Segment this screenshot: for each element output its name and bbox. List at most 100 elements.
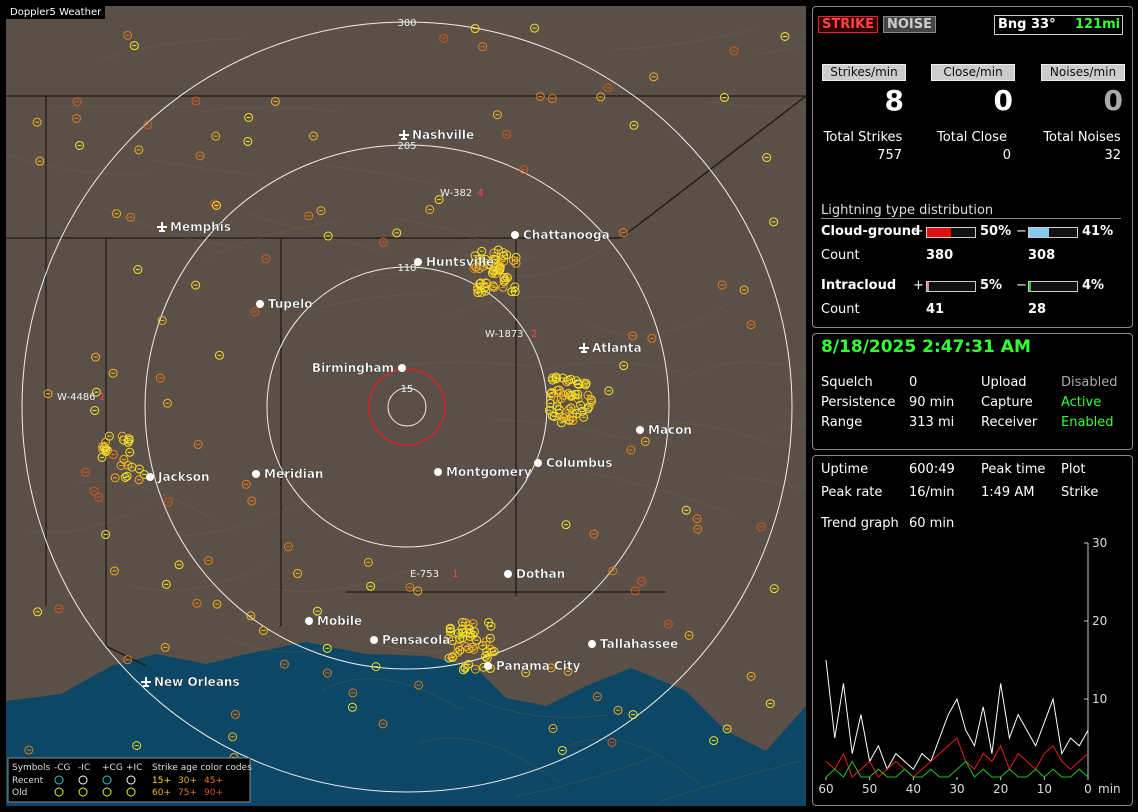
badge: Doppler5 Weather [6, 6, 106, 19]
strike-symbol [618, 227, 628, 237]
state-line [105, 238, 147, 667]
strike-symbol [174, 560, 184, 570]
ring-label: 300 [397, 18, 416, 29]
strike-symbol [502, 129, 512, 139]
noise-button[interactable]: NOISE [883, 16, 937, 33]
city-dot [588, 640, 596, 648]
strike-symbol [729, 46, 739, 56]
road [6, 154, 148, 176]
rate-button[interactable]: Noises/min [1041, 64, 1125, 81]
strike-symbol [405, 582, 415, 592]
legend-symbol [102, 775, 112, 785]
strike-symbol [469, 644, 479, 654]
strike-symbol [463, 659, 473, 669]
rate-button[interactable]: Close/min [931, 64, 1015, 81]
type-sign: + [913, 278, 924, 293]
city-label: Columbus [546, 456, 613, 470]
strike-symbol [363, 557, 373, 567]
count-value: 28 [1028, 302, 1047, 317]
strike-symbol [489, 646, 499, 656]
trend-cell: 1:49 AM [981, 485, 1035, 500]
strike-symbol [548, 375, 558, 385]
strike-symbol [134, 145, 144, 155]
strike-symbol [495, 265, 505, 275]
strike-symbol [559, 390, 569, 400]
road [781, 424, 806, 431]
state-line [620, 95, 806, 239]
strike-symbol [519, 165, 529, 175]
trend-cell: Peak time [981, 462, 1046, 477]
strike-symbol [765, 699, 775, 709]
pct-bar-frame [1028, 281, 1078, 292]
city-label: New Orleans [154, 675, 240, 689]
strike-symbol [566, 392, 576, 402]
road [199, 106, 341, 113]
strike-symbol [626, 445, 636, 455]
strike-symbol [439, 33, 449, 43]
strike-symbol [122, 471, 132, 481]
strike-symbol [475, 279, 485, 289]
road [660, 760, 802, 802]
strike-symbol [546, 388, 556, 398]
legend-title: Symbols [12, 763, 51, 773]
legend-symbol [78, 787, 88, 797]
x-tick-label: 30 [949, 782, 964, 796]
strike-symbol [576, 400, 586, 410]
strike-symbol [243, 136, 253, 146]
strike-symbol [448, 651, 458, 661]
road [539, 361, 681, 373]
strike-symbol [123, 30, 133, 40]
strike-symbol [565, 416, 575, 426]
strike-symbol [33, 607, 43, 617]
pct-label: 41% [1082, 224, 1114, 239]
strike-symbol [470, 24, 480, 34]
strike-symbol [101, 447, 111, 457]
road [224, 636, 366, 653]
strike-symbol [628, 331, 638, 341]
strike-symbol [563, 666, 573, 676]
legend-age: 45+ [204, 776, 223, 786]
city-label: Chattanooga [523, 228, 610, 242]
strike-symbol [134, 475, 144, 485]
station-count: 2 [531, 329, 537, 340]
strike-symbol [425, 204, 435, 214]
city-label: Pensacola [382, 633, 450, 647]
strike-symbol [649, 72, 659, 82]
road [345, 225, 487, 276]
road [418, 737, 560, 784]
city-label: Nashville [412, 128, 474, 142]
strike-symbol [507, 287, 517, 297]
station-name: W-1873 [485, 329, 524, 340]
pct-bar-frame [926, 281, 976, 292]
strike-symbol [628, 710, 638, 720]
strike-symbol [604, 386, 614, 396]
info-cell: Disabled [1061, 375, 1118, 390]
info-cell: 313 mi [909, 415, 955, 430]
rate-button[interactable]: Strikes/min [822, 64, 906, 81]
strike-symbol [108, 450, 118, 460]
legend-column: -IC [78, 763, 90, 773]
strike-symbol [32, 117, 42, 127]
strike-symbol [511, 258, 521, 268]
strike-symbol [366, 581, 376, 591]
strike-symbol [163, 497, 173, 507]
legend-column: +IC [126, 763, 142, 773]
strike-symbol [552, 385, 562, 395]
strike-symbol [465, 629, 475, 639]
x-tick-label: 50 [862, 782, 877, 796]
strike-symbol [143, 120, 153, 130]
legend-age: 15+ [152, 776, 171, 786]
road [200, 220, 342, 262]
strike-symbol [133, 265, 143, 275]
legend-symbol [126, 775, 136, 785]
strike-button[interactable]: STRIKE [818, 16, 879, 33]
strike-symbol [592, 692, 602, 702]
strike-symbol [508, 256, 518, 266]
trend-line [825, 659, 1089, 771]
strike-symbol [613, 705, 623, 715]
city-dot [370, 636, 378, 644]
strike-symbol [230, 709, 240, 719]
strike-symbol [378, 719, 388, 729]
strike-symbol [191, 96, 201, 106]
datetime: 8/18/2025 2:47:31 AM [821, 337, 1031, 357]
